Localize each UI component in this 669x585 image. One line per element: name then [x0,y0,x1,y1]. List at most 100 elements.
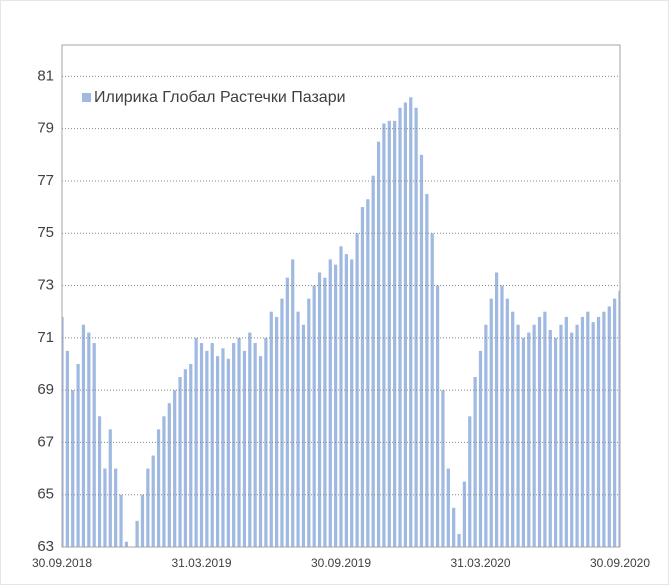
bar [114,468,118,547]
bar [596,316,601,547]
bar [328,259,332,547]
bar [511,311,515,547]
bar [76,363,80,547]
bar [285,277,289,547]
bar [258,356,263,547]
bar [178,377,182,547]
bar [473,377,477,547]
plot-frame [61,44,621,548]
bar [183,369,188,547]
bar [441,390,445,547]
bar [301,324,306,547]
bar [494,272,499,547]
bar [537,316,542,547]
bar [312,285,316,547]
bar [296,311,300,547]
bar [210,343,214,547]
bar [87,332,91,547]
bar [516,324,520,547]
bar [323,277,327,547]
bar [242,350,247,547]
bar [366,199,370,547]
bar [65,350,69,547]
bar [221,348,225,547]
bar [468,416,472,547]
bar [393,120,397,548]
bar [280,298,284,547]
bar [575,324,579,547]
bar [559,324,563,547]
bar [484,324,488,547]
y-tick-label: 77 [37,172,54,189]
bar [382,123,386,547]
y-tick-label: 81 [37,67,54,84]
bar [275,316,279,547]
bar [146,468,150,547]
bar [478,350,483,547]
bar [97,416,102,547]
y-tick-label: 69 [37,381,54,398]
bar [317,272,322,547]
bar [543,311,547,547]
bar [521,337,526,547]
bar [613,298,617,547]
x-tick-label: 30.09.2019 [311,556,371,570]
bar [554,337,558,547]
bar [602,311,606,547]
bar [151,455,155,547]
y-tick-label: 79 [37,120,54,137]
bar [586,311,590,547]
bar [350,259,354,547]
bar [430,233,434,547]
bar [62,316,64,547]
bar [532,324,536,547]
bar [591,322,595,547]
x-tick-label: 31.03.2019 [171,556,231,570]
bar [457,533,461,547]
x-tick-label: 30.09.2020 [590,556,650,570]
bar [425,194,429,547]
bar [194,337,198,547]
bar [71,390,75,547]
y-tick-label: 67 [37,433,54,450]
bar [527,332,531,547]
bar [564,316,568,547]
bar [248,332,252,547]
bar [81,324,86,547]
y-tick-label: 63 [37,538,54,555]
bar [570,332,574,547]
bar [339,246,343,547]
bar [167,403,171,547]
x-tick-label: 30.09.2018 [32,556,92,570]
bar [355,233,359,547]
bar [398,107,402,547]
bar [92,343,96,547]
y-tick-label: 65 [37,486,54,503]
bar [489,298,493,547]
bar [387,120,391,548]
bar [162,416,166,547]
bar [403,102,407,547]
bar [334,264,338,547]
bar [232,343,236,547]
bar [462,481,467,547]
bar [307,298,311,547]
bar [607,306,611,547]
bar [360,207,365,547]
bar [226,358,230,547]
bar [173,390,177,547]
bar [344,254,348,547]
bar [103,468,107,547]
bar [124,541,128,547]
bar [548,329,552,547]
bar [446,468,450,547]
bar [376,141,381,548]
bar [199,343,204,547]
bar [119,494,123,547]
bar [205,350,209,547]
bar [264,337,268,547]
bar [580,316,585,547]
bar [215,356,220,547]
bar [409,97,413,548]
